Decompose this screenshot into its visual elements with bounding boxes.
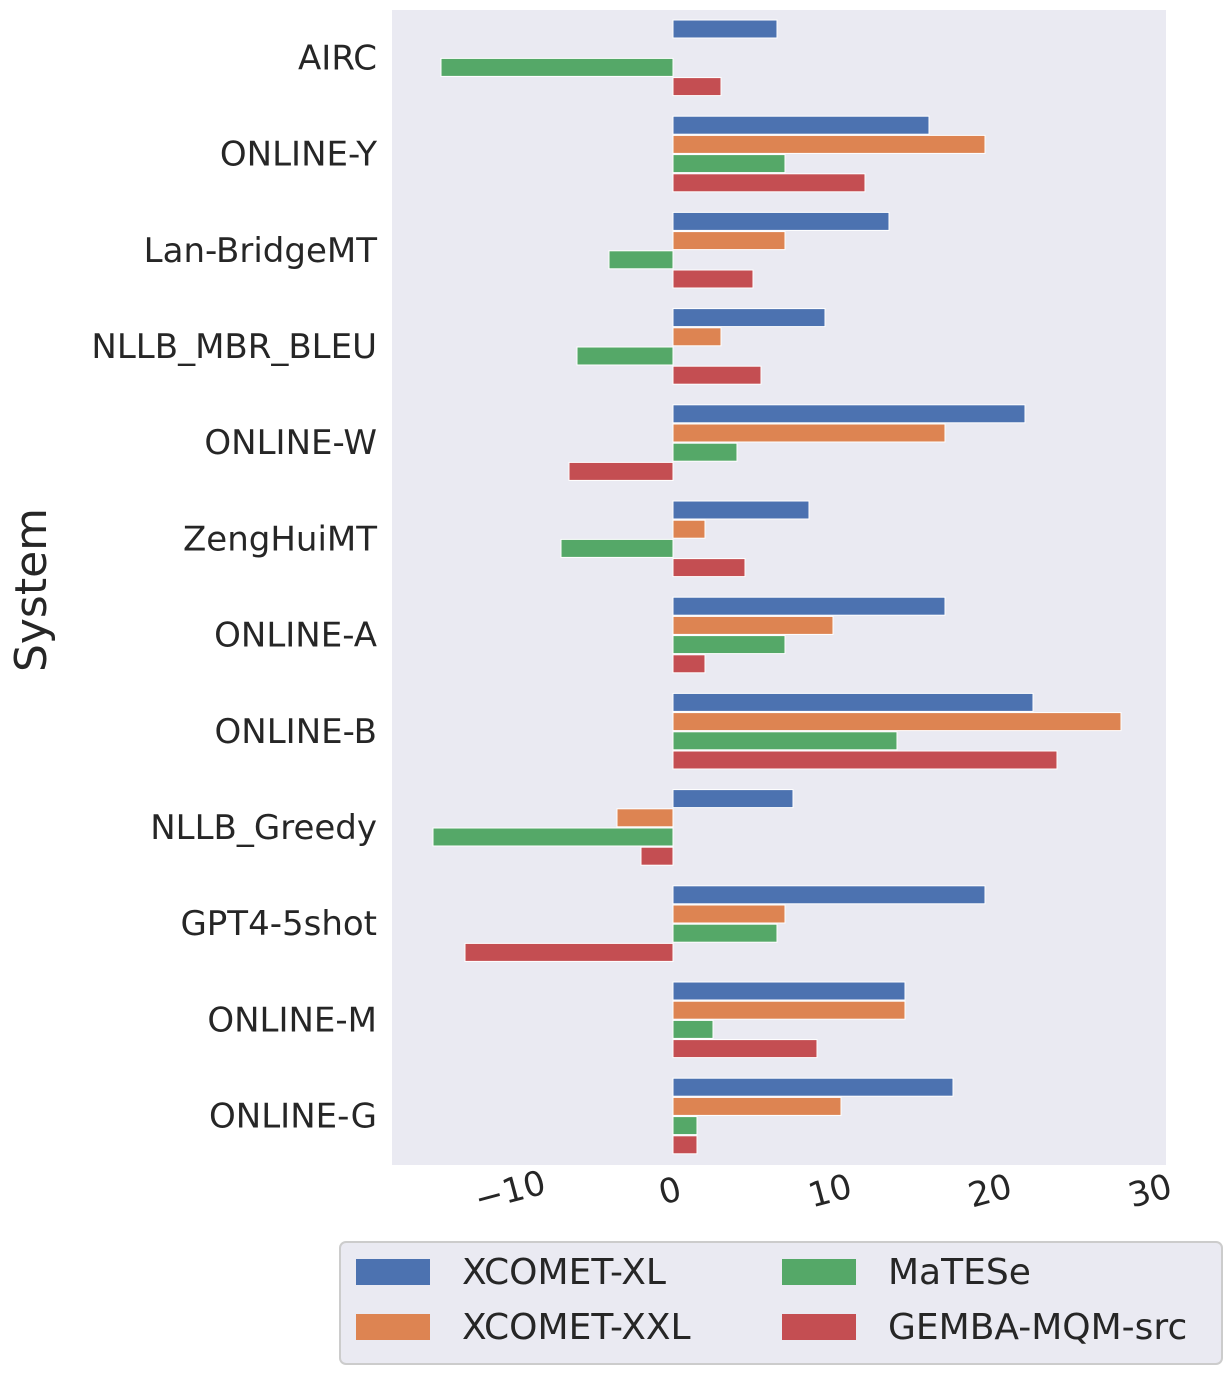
bar-online-w-xcomet-xxl <box>672 423 946 443</box>
y-tick-label-online-g: ONLINE-G <box>209 1097 377 1137</box>
y-tick-label-gpt4-5shot: GPT4-5shot <box>180 904 377 944</box>
y-tick-label-airc: AIRC <box>298 38 377 78</box>
bar-gpt4-5shot-matese <box>672 923 778 943</box>
legend-label-gemba-mqm-src: GEMBA-MQM-src <box>888 1307 1187 1348</box>
bar-nllb-greedy-matese <box>432 827 674 847</box>
y-tick-label-online-b: ONLINE-B <box>215 712 377 752</box>
bar-online-g-matese <box>672 1116 698 1136</box>
y-tick-labels: AIRC ONLINE-Y Lan-BridgeMT NLLB_MBR_BLEU ONL… <box>91 38 377 1136</box>
bar-lan-bridgemt-gemba-mqm-src <box>672 269 754 289</box>
bar-online-b-xcomet-xxl <box>672 712 1122 732</box>
legend-box <box>339 1241 1223 1365</box>
bar-gpt4-5shot-gemba-mqm-src <box>464 942 674 962</box>
bar-online-m-xcomet-xxl <box>672 1000 906 1020</box>
bar-nllb-greedy-xcomet-xl <box>672 789 794 809</box>
bar-online-y-xcomet-xl <box>672 115 930 135</box>
bar-nllb-mbr-bleu-xcomet-xl <box>672 308 826 328</box>
legend-swatch-gemba-mqm-src <box>782 1314 856 1340</box>
bar-online-b-xcomet-xl <box>672 692 1034 712</box>
legend-label-matese: MaTESe <box>888 1252 1031 1293</box>
bar-lan-bridgemt-xcomet-xxl <box>672 231 786 251</box>
plot-background <box>392 10 1166 1165</box>
bar-online-m-xcomet-xl <box>672 981 906 1001</box>
x-tick-label-3: 20 <box>964 1166 1016 1216</box>
legend: XCOMET-XL XCOMET-XXL MaTESe GEMBA-MQM-src <box>339 1241 1223 1365</box>
y-tick-label-zenghuimt: ZengHuiMT <box>183 519 377 559</box>
x-tick-labels: −10 0 10 20 30 <box>470 1163 1176 1220</box>
bar-online-a-gemba-mqm-src <box>672 654 706 674</box>
bar-online-y-xcomet-xxl <box>672 134 986 154</box>
x-tick-label-4: 30 <box>1124 1166 1176 1216</box>
legend-swatch-xcomet-xxl <box>356 1314 430 1340</box>
bar-airc-matese <box>440 57 674 77</box>
bar-online-g-xcomet-xxl <box>672 1096 842 1116</box>
legend-swatch-xcomet-xl <box>356 1259 430 1285</box>
bar-online-g-xcomet-xl <box>672 1077 954 1097</box>
bar-online-y-matese <box>672 154 786 174</box>
bar-lan-bridgemt-xcomet-xl <box>672 211 890 231</box>
bar-online-w-xcomet-xl <box>672 404 1026 424</box>
bar-online-y-gemba-mqm-src <box>672 173 866 193</box>
bar-lan-bridgemt-matese <box>608 250 674 270</box>
bar-nllb-mbr-bleu-gemba-mqm-src <box>672 365 762 385</box>
y-tick-label-online-m: ONLINE-M <box>207 1000 377 1040</box>
bar-online-m-gemba-mqm-src <box>672 1039 818 1059</box>
legend-label-xcomet-xxl: XCOMET-XXL <box>462 1307 691 1348</box>
y-axis-label: System <box>6 508 57 672</box>
bar-nllb-greedy-gemba-mqm-src <box>640 846 674 866</box>
bar-zenghuimt-xcomet-xl <box>672 500 810 520</box>
bar-zenghuimt-matese <box>560 538 674 558</box>
y-tick-label-online-y: ONLINE-Y <box>220 135 377 175</box>
bar-nllb-mbr-bleu-matese <box>576 346 674 366</box>
bar-zenghuimt-xcomet-xxl <box>672 519 706 539</box>
bar-airc-gemba-mqm-src <box>672 77 722 97</box>
legend-swatch-matese <box>782 1259 856 1285</box>
x-tick-label-0: −10 <box>470 1163 550 1220</box>
y-tick-label-lan-bridgemt: Lan-BridgeMT <box>144 231 378 271</box>
bar-gpt4-5shot-xcomet-xl <box>672 885 986 905</box>
bar-gpt4-5shot-xcomet-xxl <box>672 904 786 924</box>
bar-online-a-matese <box>672 635 786 655</box>
bar-online-b-matese <box>672 731 898 751</box>
bar-online-w-matese <box>672 442 738 462</box>
x-tick-label-2: 10 <box>804 1166 856 1216</box>
y-tick-label-nllb-mbr-bleu: NLLB_MBR_BLEU <box>91 327 377 367</box>
bars-group <box>432 19 1122 1155</box>
bar-online-g-gemba-mqm-src <box>672 1135 698 1155</box>
bar-online-a-xcomet-xl <box>672 596 946 616</box>
bar-nllb-greedy-xcomet-xxl <box>616 808 674 828</box>
y-tick-label-online-a: ONLINE-A <box>214 616 377 656</box>
bar-airc-xcomet-xl <box>672 19 778 39</box>
legend-items: XCOMET-XL XCOMET-XXL MaTESe GEMBA-MQM-src <box>356 1252 1187 1348</box>
bar-online-b-gemba-mqm-src <box>672 750 1058 770</box>
x-tick-label-1: 0 <box>655 1169 686 1213</box>
bar-online-a-xcomet-xxl <box>672 615 834 635</box>
bar-zenghuimt-gemba-mqm-src <box>672 558 746 578</box>
y-tick-label-online-w: ONLINE-W <box>204 423 377 463</box>
bar-online-w-gemba-mqm-src <box>568 461 674 481</box>
legend-label-xcomet-xl: XCOMET-XL <box>462 1252 666 1293</box>
y-tick-label-nllb-greedy: NLLB_Greedy <box>150 808 377 848</box>
bar-nllb-mbr-bleu-xcomet-xxl <box>672 327 722 347</box>
bar-online-m-matese <box>672 1019 714 1039</box>
